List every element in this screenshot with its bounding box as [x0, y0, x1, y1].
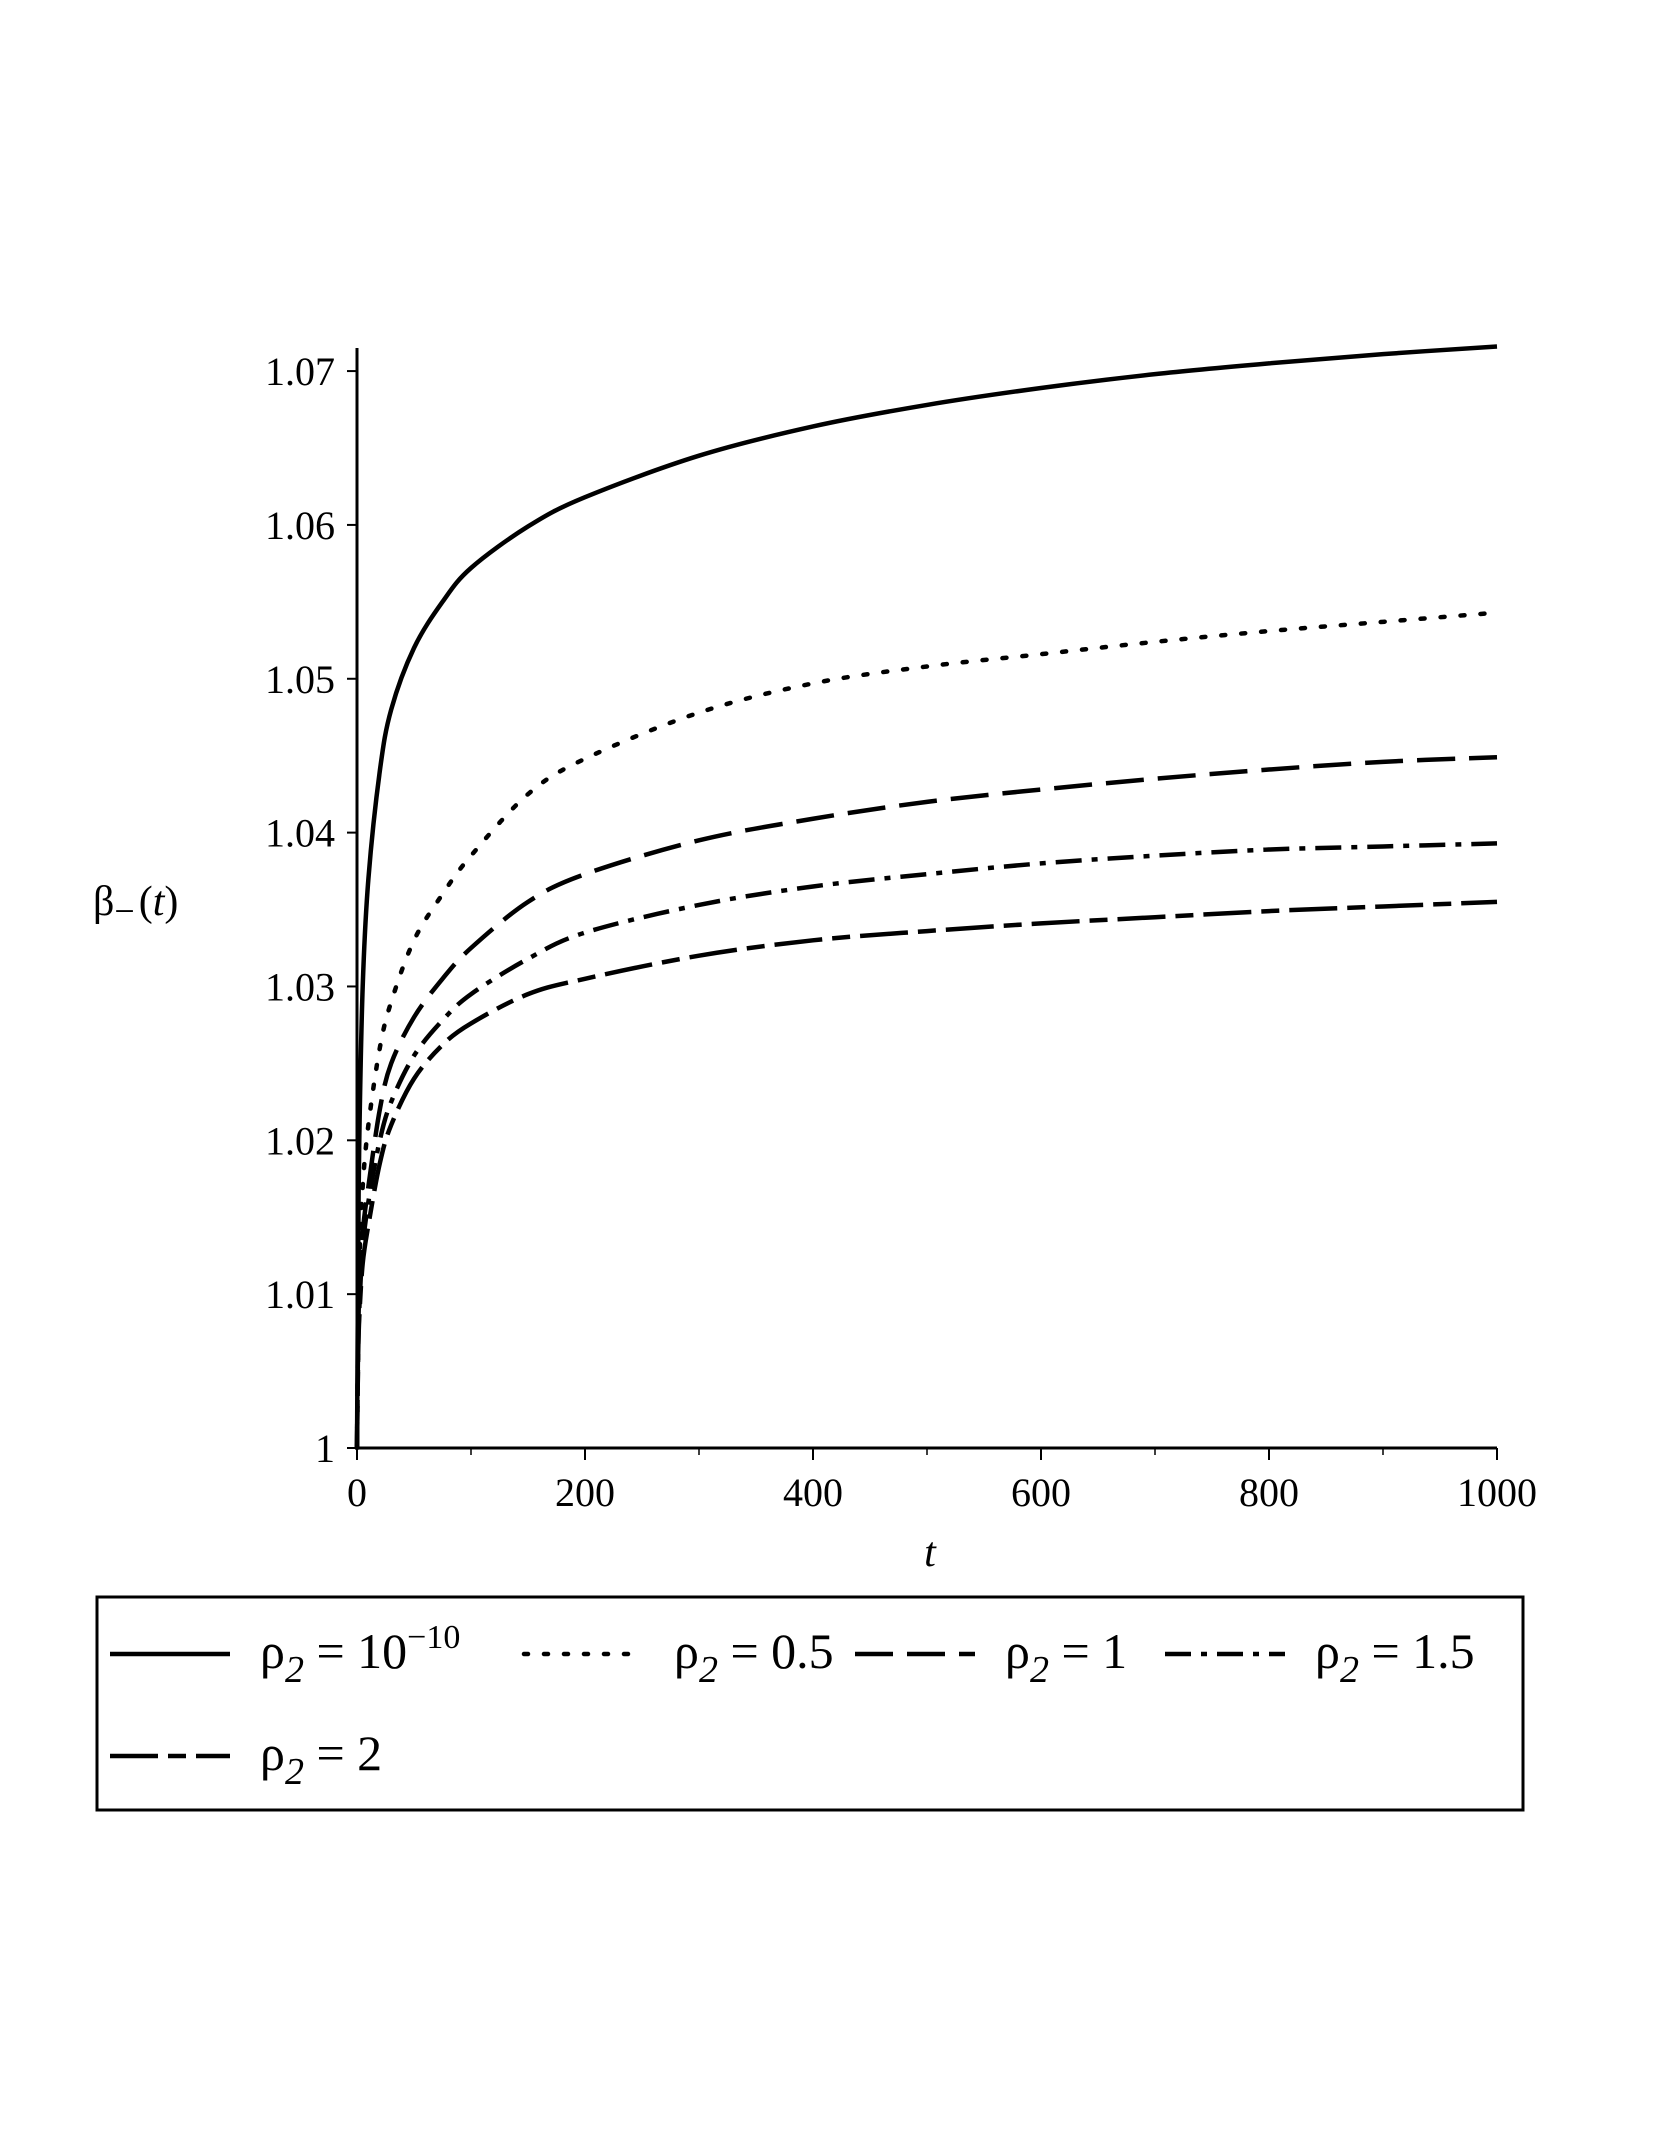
y-axis-label: β−(t)	[93, 879, 178, 931]
x-tick-label: 800	[1239, 1470, 1299, 1515]
x-tick-label: 1000	[1457, 1470, 1537, 1515]
y-tick-label: 1.07	[265, 349, 335, 394]
y-axis-ticks: 1 1.01 1.02 1.03 1.04 1.05 1.06 1.07	[265, 349, 357, 1471]
legend-label-2: ρ2 = 0.5	[674, 1623, 834, 1691]
axes	[355, 348, 1497, 1450]
y-tick-label: 1.01	[265, 1272, 335, 1317]
y-axis-label-var: t	[153, 879, 166, 925]
legend: ρ2 = 10−10 ρ2 = 0.5 ρ2 = 1 ρ2 = 1.5 ρ2 = 2	[95, 1595, 1525, 1812]
y-axis-label-close: )	[164, 879, 178, 925]
y-axis-label-open: (	[139, 879, 153, 925]
x-tick-label: 600	[1011, 1470, 1071, 1515]
series-line-4	[354, 841, 1498, 1449]
x-tick-label: 200	[555, 1470, 615, 1515]
x-axis-ticks: 0 200 400 600 800 1000	[347, 1448, 1537, 1515]
legend-label-4: ρ2 = 1.5	[1315, 1623, 1475, 1691]
y-tick-label: 1	[315, 1426, 335, 1471]
y-tick-label: 1.05	[265, 657, 335, 702]
legend-label-3: ρ2 = 1	[1005, 1623, 1127, 1691]
y-axis-label-subscript: −	[114, 891, 134, 931]
legend-label-5: ρ2 = 2	[260, 1725, 382, 1793]
series-line-5	[354, 899, 1498, 1449]
y-tick-label: 1.03	[265, 964, 335, 1009]
y-axis-label-symbol: β	[93, 879, 114, 925]
y-tick-label: 1.04	[265, 811, 335, 856]
x-axis-label: t	[924, 1530, 937, 1576]
legend-label-1: ρ2 = 10−10	[260, 1619, 460, 1691]
series-line-1	[354, 344, 1498, 1449]
series-line-2	[354, 610, 1500, 1451]
series-lines	[354, 344, 1500, 1451]
y-tick-label: 1.06	[265, 503, 335, 548]
x-tick-label: 0	[347, 1470, 367, 1515]
y-tick-label: 1.02	[265, 1118, 335, 1163]
x-tick-label: 400	[783, 1470, 843, 1515]
legend-box	[95, 1595, 1525, 1812]
series-line-3	[354, 754, 1498, 1449]
svg-text:β−(t): β−(t)	[93, 879, 178, 931]
